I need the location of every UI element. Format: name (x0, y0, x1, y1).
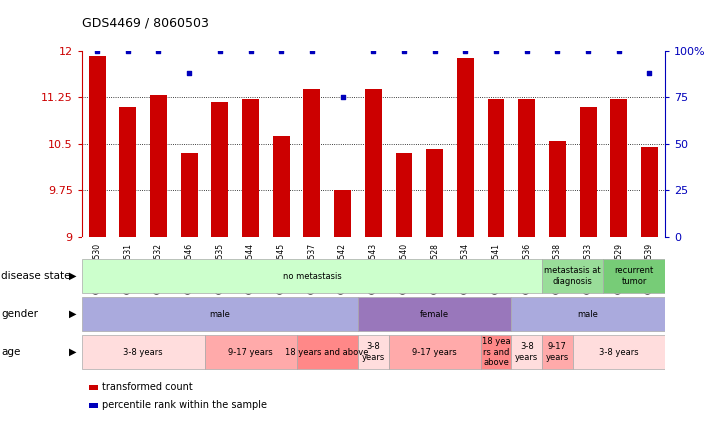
Point (122, 47, 134, 54)
Bar (89, 56, 105, 237)
Bar (579, 107, 597, 237)
Bar (641, 147, 658, 237)
Point (368, 47, 379, 54)
Bar (426, 149, 443, 237)
Text: 3-8
years: 3-8 years (515, 343, 538, 362)
Text: metastasis at
diagnosis: metastasis at diagnosis (545, 266, 601, 286)
Text: 9-17
years: 9-17 years (546, 343, 569, 362)
Point (337, 94, 348, 101)
Bar (573, 335, 665, 369)
Text: 3-8
years: 3-8 years (362, 343, 385, 362)
Point (214, 47, 225, 54)
Bar (604, 259, 665, 293)
Text: 3-8 years: 3-8 years (599, 348, 638, 357)
Bar (358, 297, 511, 331)
Point (491, 47, 502, 54)
Text: 9-17 years: 9-17 years (228, 348, 273, 357)
Bar (358, 335, 389, 369)
Bar (82, 335, 205, 369)
Text: no metastasis: no metastasis (282, 272, 341, 280)
Point (552, 47, 563, 54)
Bar (82, 259, 542, 293)
Bar (395, 153, 412, 237)
Text: 18 yea
rs and
above: 18 yea rs and above (482, 337, 510, 367)
Point (92, 47, 103, 54)
Point (643, 70, 655, 77)
Bar (511, 297, 665, 331)
Bar (82, 297, 358, 331)
Bar (457, 58, 474, 237)
Bar (205, 335, 296, 369)
Text: gender: gender (1, 309, 38, 319)
Bar (549, 141, 566, 237)
Bar (610, 99, 627, 237)
Point (306, 47, 318, 54)
Bar (488, 99, 505, 237)
Text: male: male (577, 310, 599, 319)
Bar (296, 335, 358, 369)
Bar (481, 335, 511, 369)
Text: 3-8 years: 3-8 years (123, 348, 163, 357)
Point (459, 47, 471, 54)
Text: recurrent
tumor: recurrent tumor (614, 266, 653, 286)
Text: female: female (420, 310, 449, 319)
Bar (542, 259, 604, 293)
Bar (119, 107, 137, 237)
Bar (181, 153, 198, 237)
Text: percentile rank within the sample: percentile rank within the sample (102, 400, 267, 410)
Text: age: age (1, 347, 21, 357)
Point (582, 47, 594, 54)
Point (153, 47, 164, 54)
Point (245, 47, 256, 54)
Bar (150, 96, 167, 237)
Point (521, 47, 533, 54)
Bar (304, 89, 321, 237)
Bar (211, 102, 228, 237)
Text: ▶: ▶ (68, 271, 76, 281)
Text: ▶: ▶ (68, 309, 76, 319)
Text: 18 years and above: 18 years and above (286, 348, 369, 357)
Bar (518, 99, 535, 237)
Bar (334, 190, 351, 237)
Point (613, 47, 624, 54)
Text: ▶: ▶ (68, 347, 76, 357)
Point (276, 47, 287, 54)
Bar (365, 89, 382, 237)
Bar (389, 335, 481, 369)
Text: GDS4469 / 8060503: GDS4469 / 8060503 (82, 17, 208, 30)
Bar (511, 335, 542, 369)
Point (429, 47, 440, 54)
Point (183, 70, 195, 77)
Text: 9-17 years: 9-17 years (412, 348, 457, 357)
Text: male: male (210, 310, 230, 319)
Bar (273, 136, 289, 237)
Text: transformed count: transformed count (102, 382, 193, 392)
Text: disease state: disease state (1, 271, 71, 281)
Point (398, 47, 410, 54)
Bar (242, 99, 259, 237)
Bar (542, 335, 573, 369)
